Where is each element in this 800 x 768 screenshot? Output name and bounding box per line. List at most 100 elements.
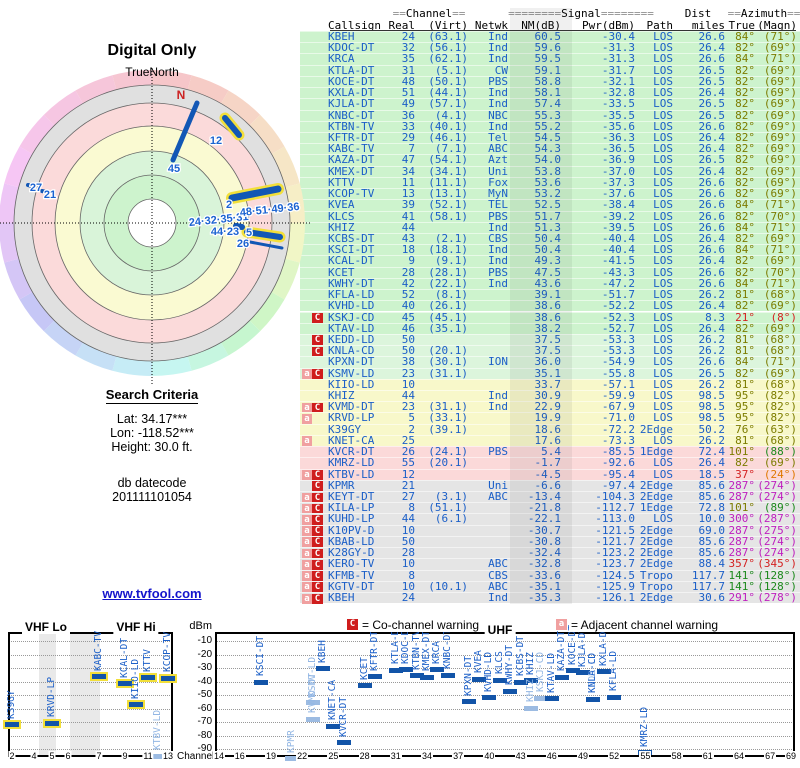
- distance-miles: 8.3: [705, 310, 725, 324]
- db-datecode-value: 201111101054: [112, 490, 192, 504]
- signal-bar: [399, 667, 414, 673]
- signal-bar: [151, 753, 165, 759]
- signal-bar-label: K39GY: [6, 690, 17, 719]
- callsign: KRCA: [328, 52, 355, 66]
- azimuth-magnetic: (71°): [763, 52, 797, 66]
- distance-miles: 26.4: [698, 41, 726, 55]
- azimuth-true: 84°: [735, 355, 755, 369]
- signal-bar-label: KTTV: [142, 648, 153, 672]
- channel-tick-label: 55: [639, 751, 652, 761]
- virtual-channel: (18.1): [428, 243, 468, 257]
- real-channel: 48: [401, 74, 415, 88]
- real-channel: 47: [401, 153, 415, 167]
- callsign: KBEH: [328, 30, 355, 43]
- channel-tick-label: 67: [764, 751, 777, 761]
- path: LOS: [653, 512, 673, 526]
- uhf-label: UHF: [484, 623, 516, 637]
- noise-margin: 51.7: [534, 209, 562, 223]
- channel-tick-label: 64: [732, 751, 746, 761]
- callsign: KGTV-DT: [328, 579, 375, 593]
- virtual-channel: (56.1): [428, 41, 468, 55]
- real-channel: 35: [401, 52, 415, 66]
- grid-line: [9, 749, 172, 750]
- virtual-channel: (28.1): [428, 265, 468, 279]
- callsign: KIIO-LD: [328, 377, 375, 391]
- callsign: KPXN-DT: [328, 355, 375, 369]
- network: Ind: [488, 41, 508, 55]
- virtual-channel: [417, 593, 468, 604]
- signal-bar-label: KNBC-DT: [441, 629, 453, 670]
- noise-margin: -30.8: [527, 534, 561, 548]
- tvfool-link[interactable]: www.tvfool.com: [102, 586, 202, 601]
- distance-miles: 72.4: [698, 445, 726, 459]
- azimuth-magnetic: (278°): [757, 591, 797, 604]
- grid-line: [9, 708, 172, 710]
- true-north-label: TrueNorth: [125, 65, 179, 79]
- dbm-tick-label: -50: [197, 689, 212, 700]
- azimuth-true: 81°: [735, 344, 755, 358]
- table-row: C KPMR 21 Uni -6.6 -97.4 2Edge 85.6 287° (274°): [300, 478, 800, 492]
- noise-margin: 43.6: [534, 276, 562, 290]
- co-channel-warning-badge: C: [312, 571, 323, 582]
- distance-miles: 26.4: [698, 86, 726, 100]
- callsign: KSMV-LD: [328, 366, 375, 380]
- azimuth-magnetic: (24°): [763, 467, 797, 481]
- virtual-channel: (51.1): [428, 501, 468, 515]
- callsign: KVMD-DT: [328, 400, 375, 414]
- signal-bar-label: KABC-TV: [93, 630, 104, 671]
- table-row: a C KGTV-DT 10 (10.1) ABC -35.1 -125.9 Tropo 117.…: [300, 579, 800, 593]
- azimuth-magnetic: (274°): [757, 490, 797, 504]
- search-criteria: Search Criteria Lat: 34.17*** Lon: -118.…: [0, 386, 304, 504]
- distance-miles: 26.4: [698, 164, 726, 178]
- real-channel: 31: [401, 63, 415, 77]
- power-dbm: -31.7: [601, 63, 635, 77]
- real-channel: 41: [401, 209, 415, 223]
- power-dbm: -52.7: [601, 321, 635, 335]
- table-row: KHIZ 44 Ind 30.9 -59.9 LOS 98.5 95° (82°): [300, 390, 800, 402]
- callsign: KTBV-LD: [328, 467, 375, 481]
- table-row: KSCI-DT 18 (18.1) Ind 50.4 -40.4 LOS 26.6 84° (71…: [300, 243, 800, 257]
- azimuth-true: 95°: [735, 400, 755, 414]
- signal-bar: [305, 716, 320, 722]
- path: LOS: [653, 187, 673, 201]
- header-rule: [330, 29, 796, 31]
- signal-bar: [253, 679, 268, 685]
- azimuth-magnetic: (8°): [770, 310, 798, 324]
- real-channel: 50: [401, 534, 415, 548]
- noise-margin: 37.5: [534, 344, 562, 358]
- signal-bar: [503, 688, 518, 694]
- virtual-channel: (58.1): [428, 209, 468, 223]
- azimuth-true: 82°: [735, 108, 755, 122]
- dbm-tick-label: -40: [197, 675, 212, 687]
- path: 2Edge: [639, 591, 673, 604]
- longitude-value: Lon: -118.52***: [110, 426, 194, 440]
- signal-bar: [159, 673, 177, 683]
- radar-signal-bar: [40, 189, 48, 194]
- virtual-channel: (7.1): [434, 142, 468, 156]
- noise-margin: 53.8: [534, 164, 562, 178]
- signal-bar: [596, 669, 611, 675]
- real-channel: 8: [408, 568, 415, 582]
- signal-bar: [576, 670, 590, 676]
- signal-bar-label: KSKJ-CD: [535, 652, 547, 693]
- path: 2Edge: [639, 490, 673, 504]
- callsign: KFTR-DT: [328, 130, 375, 144]
- path: LOS: [653, 254, 673, 268]
- network: Ind: [488, 86, 508, 100]
- noise-margin: 19.9: [534, 411, 562, 425]
- signal-bar-label: KMRZ-LD: [639, 706, 651, 747]
- power-dbm: -97.4: [601, 478, 635, 492]
- signal-bar-label: KBEH: [317, 639, 328, 663]
- network: CW: [494, 63, 508, 77]
- noise-margin: 50.4: [534, 231, 562, 245]
- channel-tick-label: 4: [30, 751, 38, 761]
- channel-tick-label: 9: [121, 751, 129, 761]
- real-channel: 36: [401, 108, 415, 122]
- signal-bar: [326, 723, 341, 729]
- azimuth-magnetic: (69°): [763, 175, 797, 189]
- grid-line: [216, 668, 794, 669]
- distance-miles: 26.5: [698, 63, 726, 77]
- co-channel-warning-badge: C: [312, 537, 323, 548]
- azimuth-magnetic: (274°): [757, 478, 797, 492]
- path: LOS: [653, 355, 673, 369]
